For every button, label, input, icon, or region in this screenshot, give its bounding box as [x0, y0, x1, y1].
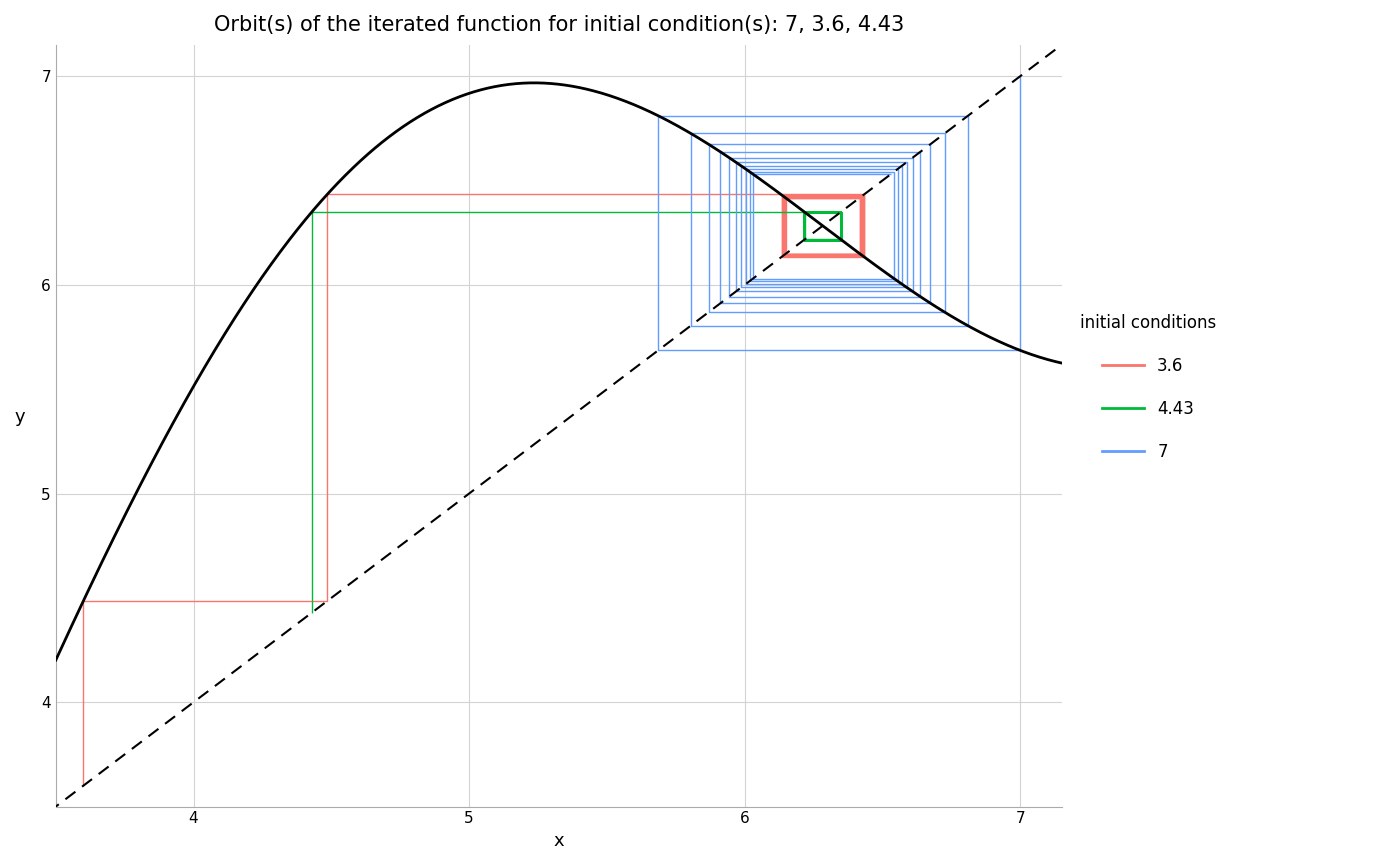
Legend: 3.6, 4.43, 7: 3.6, 4.43, 7 [1079, 314, 1217, 461]
X-axis label: x: x [553, 832, 564, 850]
Y-axis label: y: y [15, 407, 25, 426]
Title: Orbit(s) of the iterated function for initial condition(s): 7, 3.6, 4.43: Orbit(s) of the iterated function for in… [214, 15, 904, 35]
